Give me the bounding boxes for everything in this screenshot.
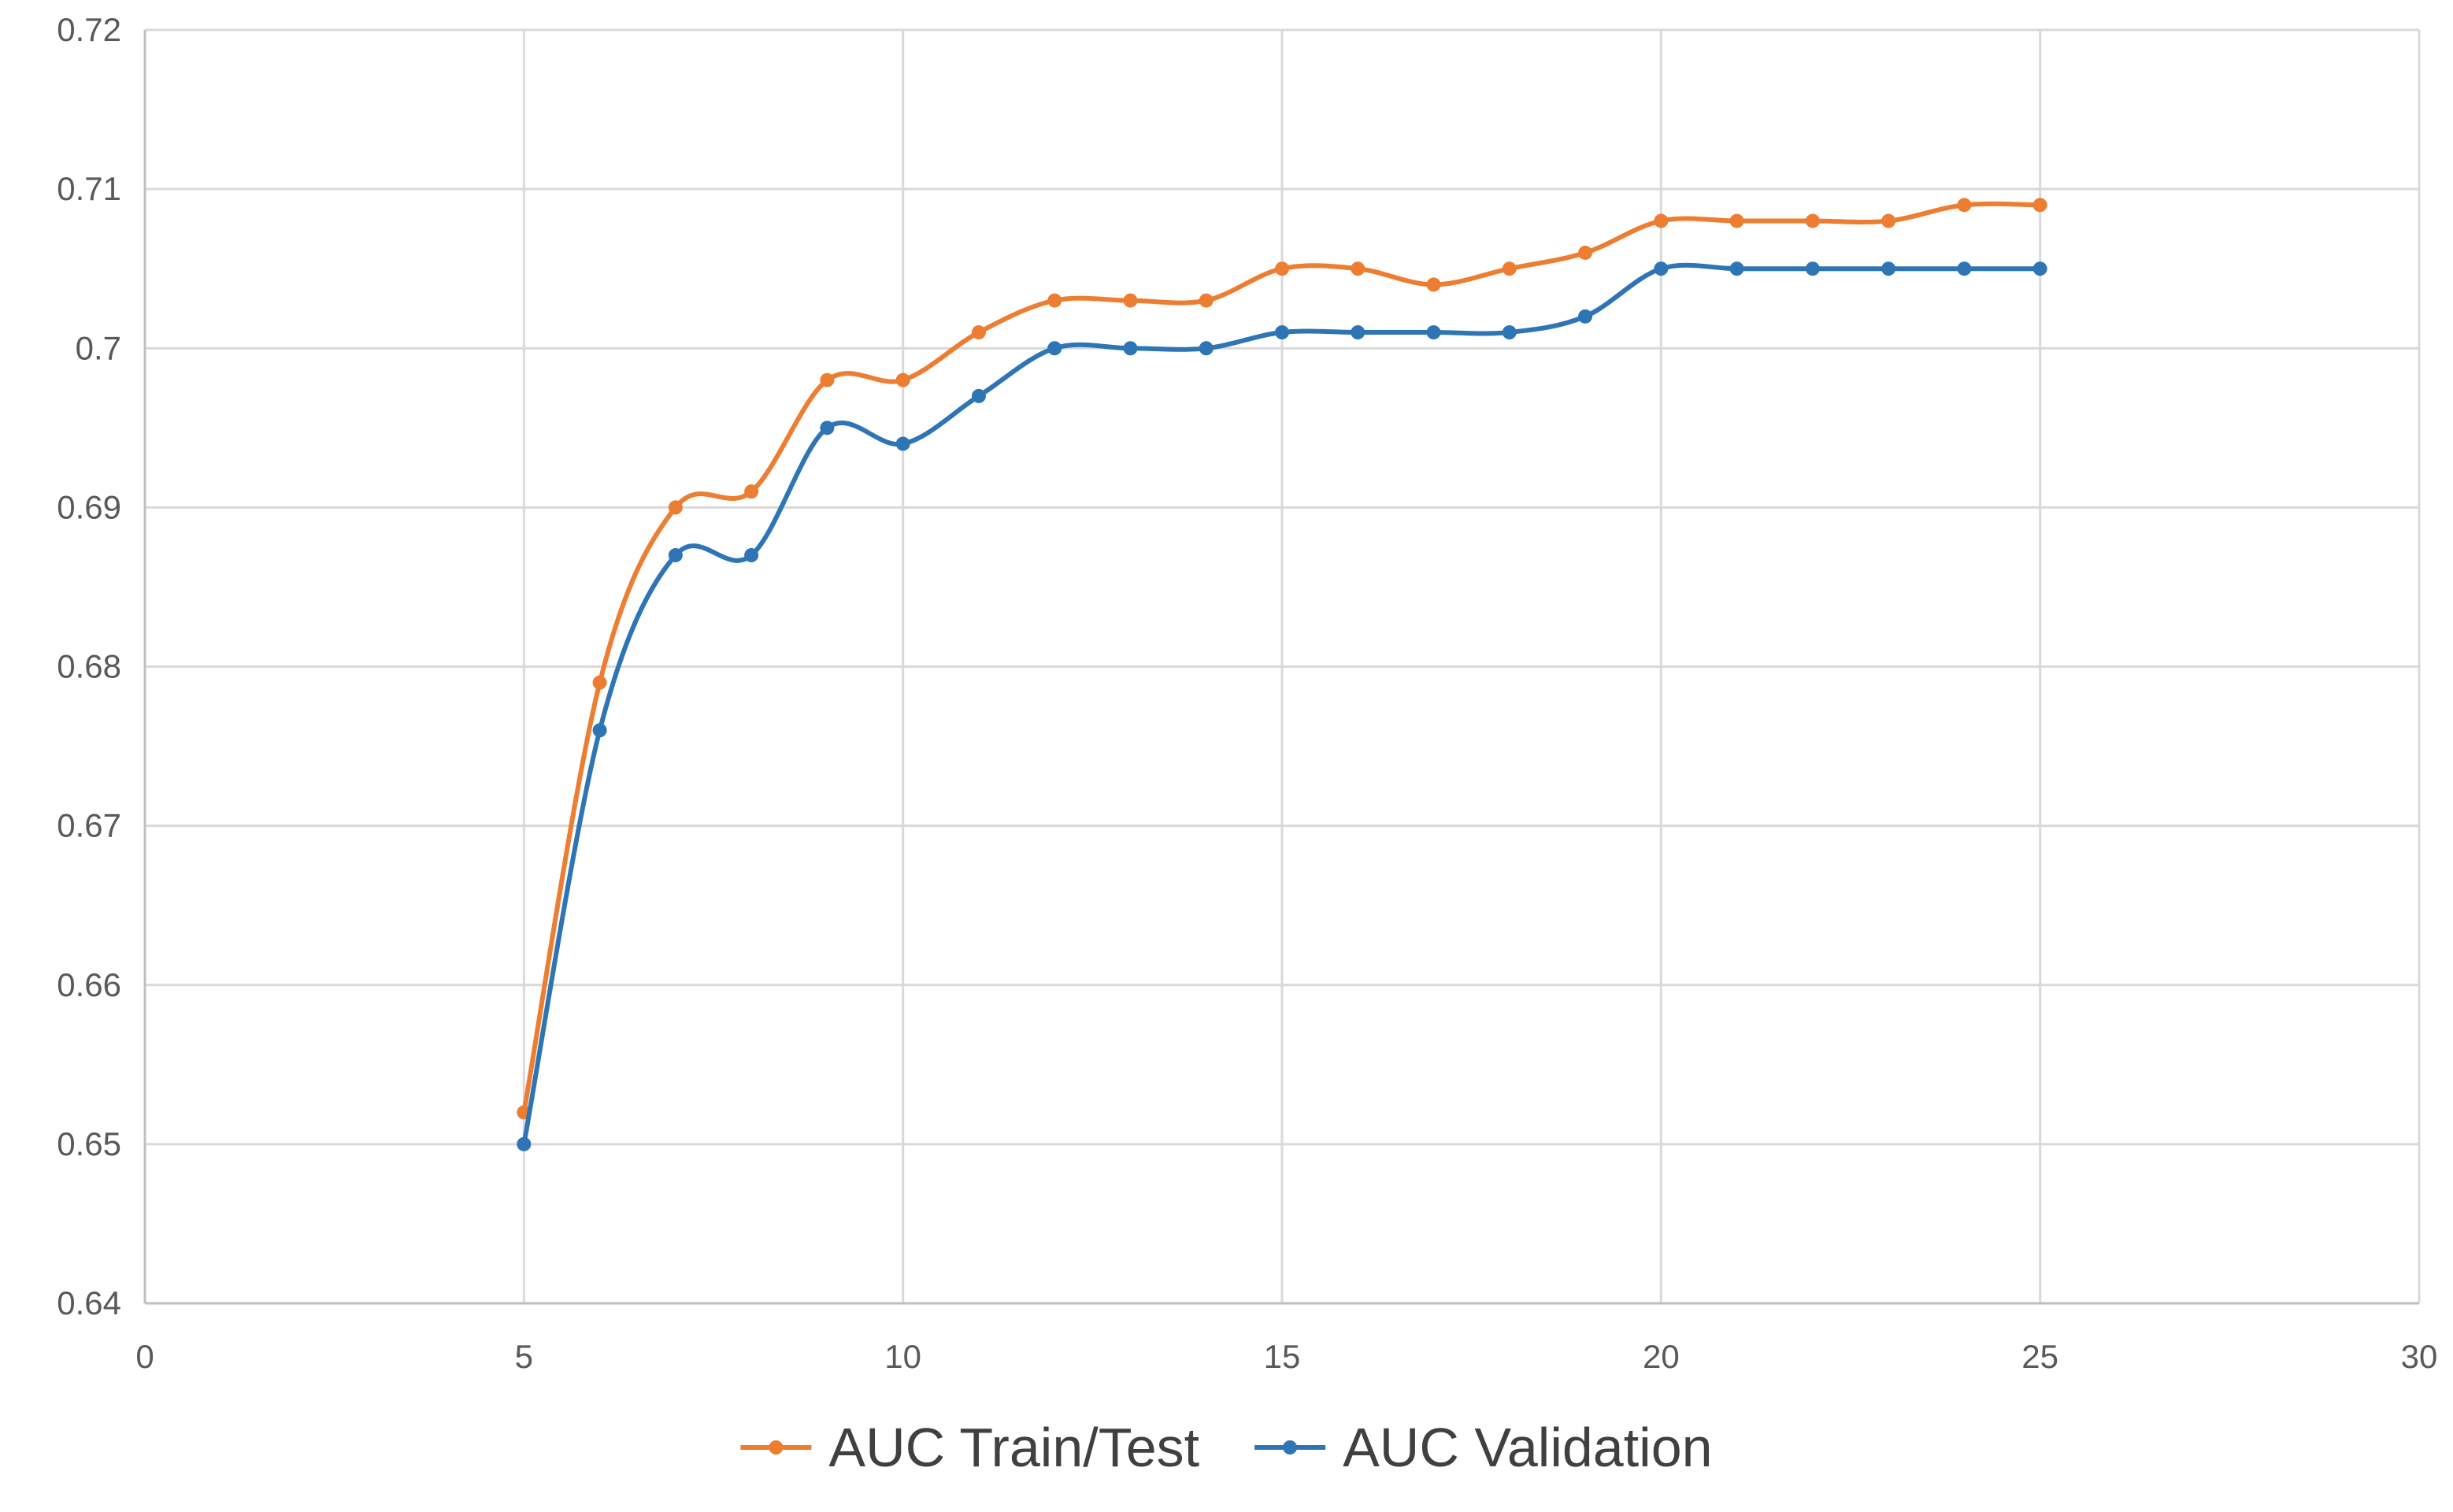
x-tick-label: 30 <box>2401 1338 2438 1375</box>
series-auc-validation <box>517 261 2047 1151</box>
data-point <box>1805 213 1820 228</box>
axes <box>143 30 2419 1305</box>
data-point <box>1275 325 1289 340</box>
data-point <box>1351 325 1365 340</box>
x-tick-label: 0 <box>135 1338 154 1375</box>
legend-swatch-marker <box>1283 1440 1298 1455</box>
data-point <box>1957 261 1972 276</box>
data-point <box>1502 325 1517 340</box>
data-point <box>895 436 910 451</box>
data-point <box>820 372 835 387</box>
data-point <box>971 388 986 403</box>
y-tick-label: 0.65 <box>57 1125 121 1162</box>
data-point <box>1578 309 1593 324</box>
data-point <box>1047 341 1062 356</box>
y-tick-label: 0.71 <box>57 170 121 207</box>
y-tick-label: 0.66 <box>57 966 121 1003</box>
series <box>517 198 2047 1151</box>
data-point <box>668 548 683 563</box>
data-point <box>744 548 759 563</box>
x-tick-label: 15 <box>1264 1338 1301 1375</box>
series-auc-train-test <box>517 198 2047 1120</box>
y-tick-label: 0.72 <box>57 11 121 48</box>
tick-labels: 0.64 0.65 0.66 0.67 0.68 0.69 0.7 0.71 0.72 0 5 10 1… <box>57 11 2437 1375</box>
data-point <box>1957 198 1972 213</box>
x-tick-label: 25 <box>2021 1338 2058 1375</box>
data-point <box>1199 341 1214 356</box>
x-tick-label: 20 <box>1643 1338 1680 1375</box>
data-point <box>1123 293 1138 308</box>
x-tick-label: 5 <box>515 1338 533 1375</box>
data-point <box>517 1136 532 1151</box>
data-point <box>668 500 683 515</box>
data-point <box>1502 261 1517 276</box>
y-tick-label: 0.69 <box>57 488 121 525</box>
legend-item-auc-train-test: AUC Train/Test <box>740 1417 1199 1478</box>
data-point <box>1881 213 1896 228</box>
data-point <box>1729 261 1744 276</box>
data-point <box>1578 245 1593 260</box>
data-point <box>971 325 986 340</box>
data-point <box>1654 213 1669 228</box>
legend: AUC Train/Test AUC Validation <box>740 1417 1713 1478</box>
data-point <box>1881 261 1896 276</box>
data-point <box>1275 261 1289 276</box>
data-point <box>592 723 607 738</box>
data-point <box>1654 261 1669 276</box>
data-point <box>744 484 759 499</box>
legend-swatch-marker <box>769 1440 784 1455</box>
data-point <box>2032 198 2047 213</box>
gridlines <box>145 28 2421 1303</box>
data-point <box>1426 277 1441 292</box>
data-point <box>2032 261 2047 276</box>
data-point <box>592 675 607 690</box>
data-point <box>1729 213 1744 228</box>
data-point <box>1199 293 1214 308</box>
data-point <box>1351 261 1365 276</box>
data-point <box>1805 261 1820 276</box>
y-tick-label: 0.64 <box>57 1284 121 1321</box>
data-point <box>820 421 835 435</box>
data-point <box>895 372 910 387</box>
data-point <box>1047 293 1062 308</box>
legend-label: AUC Validation <box>1343 1417 1713 1478</box>
data-point <box>1123 341 1138 356</box>
y-tick-label: 0.67 <box>57 807 121 844</box>
legend-item-auc-validation: AUC Validation <box>1254 1417 1713 1478</box>
legend-label: AUC Train/Test <box>828 1417 1199 1478</box>
y-tick-label: 0.7 <box>76 329 121 366</box>
x-tick-label: 10 <box>884 1338 921 1375</box>
data-point <box>1426 325 1441 340</box>
y-tick-label: 0.68 <box>57 648 121 685</box>
